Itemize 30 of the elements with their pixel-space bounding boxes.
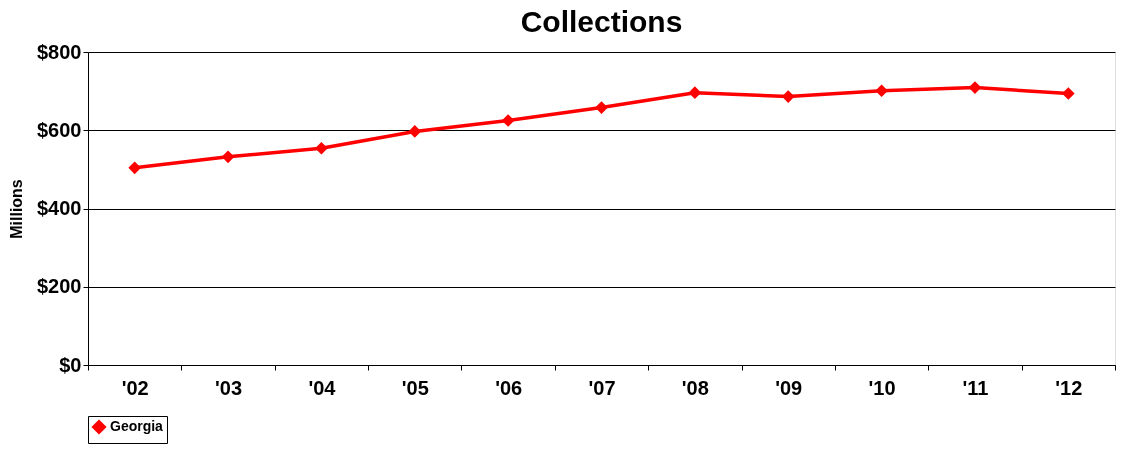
x-tick-label: '05 [401,376,429,399]
y-tick-label: $200 [37,275,82,298]
x-tick-label: '10 [868,376,896,399]
point [1061,87,1075,100]
y-tick-label: $0 [59,353,82,376]
chart-title: Collections [520,5,683,38]
x-tick-label: '11 [962,376,989,399]
point [408,125,422,138]
y-tick-label: $600 [37,118,82,141]
point [595,101,608,114]
x-tick-label: '07 [588,376,616,399]
point [688,86,702,100]
x-tick-label: '08 [681,376,709,399]
point [501,114,515,127]
x-tick-label: '12 [1055,376,1083,399]
x-tick-label: '09 [775,376,803,399]
x-tick-label: '06 [495,376,523,399]
point [781,90,795,103]
point [875,84,888,98]
point [315,141,328,155]
x-tick-label: '03 [215,376,243,399]
y-tick-label: $400 [37,197,82,219]
point [221,150,235,164]
y-tick-label: $800 [37,40,82,63]
x-tick-label: '02 [121,376,149,399]
legend-label: Georgia [110,418,164,434]
point [128,161,142,175]
point [968,81,982,94]
y-axis-title: Millions [8,179,26,239]
x-tick-label: '04 [308,376,337,399]
